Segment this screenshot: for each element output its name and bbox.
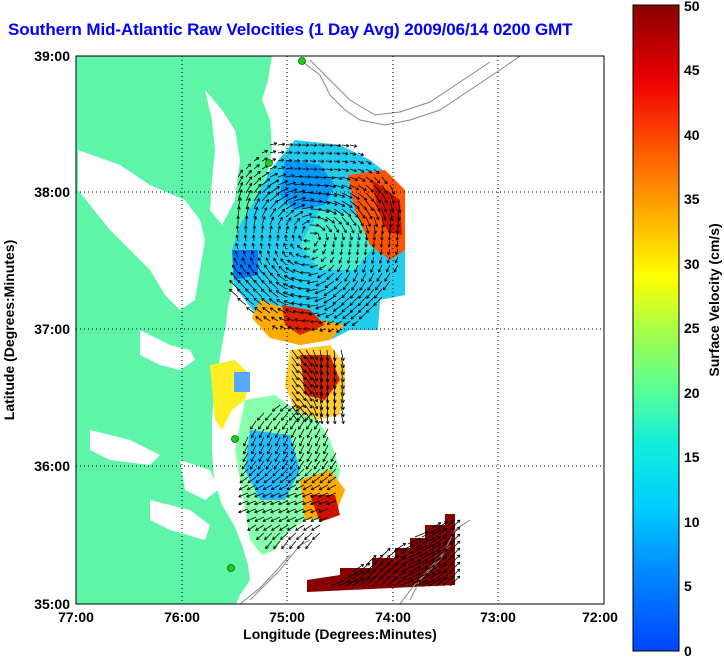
y-tick-label: 38:00 [34,184,70,200]
colorbar-gradient [632,4,680,652]
x-tick-label: 77:00 [58,609,94,625]
x-tick-label: 72:00 [582,609,618,625]
y-tick-label: 35:00 [34,596,70,612]
radar-station-marker [227,564,235,572]
bathymetry-contours [239,56,521,604]
radar-station-marker [231,435,239,443]
colorbar: 0 5 10 15 20 25 30 35 40 45 50 Surface V… [632,0,722,659]
colorbar-tick-label: 10 [684,514,700,530]
colorbar-tick-label: 25 [684,320,700,336]
colorbar-tick-label: 35 [684,191,700,207]
y-tick-label: 37:00 [34,321,70,337]
x-tick-label: 75:00 [269,609,305,625]
radar-station-marker [265,159,273,167]
plot-frame [75,55,605,605]
colorbar-tick-label: 0 [684,643,692,659]
colorbar-tick-label: 50 [684,0,700,14]
map-title: Southern Mid-Atlantic Raw Velocities (1 … [8,20,573,39]
grid-lines [76,56,604,604]
inland-water [78,90,240,540]
colorbar-tick-label: 20 [684,385,700,401]
colorbar-tick-label: 15 [684,449,700,465]
colorbar-tick-label: 40 [684,127,700,143]
colorbar-tick-label: 45 [684,62,700,78]
y-tick-label: 39:00 [34,48,70,64]
y-tick-label: 36:00 [34,458,70,474]
x-tick-label: 76:00 [164,609,200,625]
colorbar-tick-label: 5 [684,578,692,594]
velocity-vectors [228,142,461,587]
colorbar-label: Surface Velocity (cm/s) [706,223,722,376]
colorbar-tick-label: 30 [684,256,700,272]
x-tick-label: 73:00 [480,609,516,625]
y-axis: 39:00 38:00 37:00 36:00 35:00 Latitude (… [1,48,70,612]
x-axis-label: Longitude (Degrees:Minutes) [243,626,437,642]
radar-station-marker [298,57,306,65]
y-axis-label: Latitude (Degrees:Minutes) [1,240,17,420]
x-tick-label: 74:00 [375,609,411,625]
x-axis: 77:00 76:00 75:00 74:00 73:00 72:00 Long… [58,609,618,642]
radar-stations [227,57,306,572]
